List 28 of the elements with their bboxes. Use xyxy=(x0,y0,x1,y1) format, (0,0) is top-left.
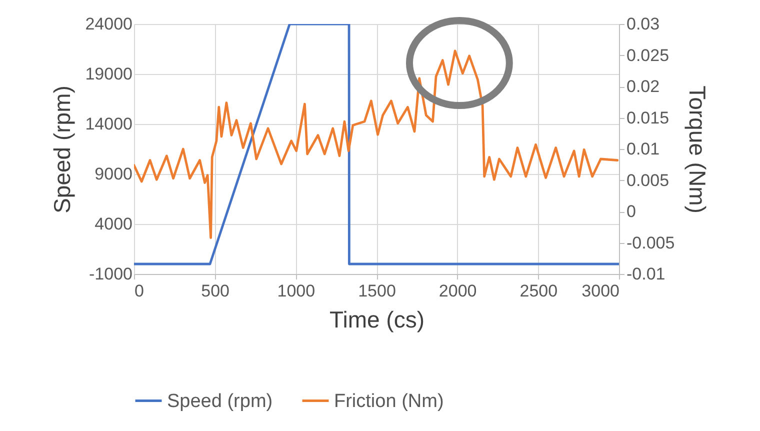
x-tick-label: 1000 xyxy=(277,282,316,300)
y-tick-label: 9000 xyxy=(94,164,132,184)
y2-axis-title: Torque (Nm) xyxy=(684,86,711,214)
x-tick-label: 3000 xyxy=(582,282,620,300)
x-tick-label: 2000 xyxy=(438,282,477,300)
y2-tick-label: 0.015 xyxy=(626,108,670,128)
y-axis-title: Speed (rpm) xyxy=(49,86,76,214)
y-tick-label: 24000 xyxy=(85,14,132,34)
y2-tick-label: 0.02 xyxy=(626,77,660,96)
line-series xyxy=(134,50,619,239)
y-tick-label: 19000 xyxy=(85,64,132,84)
y2-tick-label: 0.01 xyxy=(626,140,660,158)
y2-tick-label: 0.025 xyxy=(626,46,670,65)
y-tick-label: -1000 xyxy=(89,264,132,284)
y2-tick-label: -0.005 xyxy=(626,233,675,252)
x-tick-label: 500 xyxy=(201,282,230,300)
y2-tick-label: 0 xyxy=(626,202,636,221)
x-axis-title: Time (cs) xyxy=(330,306,424,332)
legend-label: Friction (Nm) xyxy=(334,390,444,412)
legend-label: Speed (rpm) xyxy=(167,390,273,412)
y-tick-label: 4000 xyxy=(94,214,132,234)
y2-tick-label: 0.03 xyxy=(626,14,660,34)
x-tick-label: 0 xyxy=(134,282,144,300)
y-tick-label: 14000 xyxy=(85,114,132,134)
x-tick-label: 1500 xyxy=(358,282,396,300)
y2-tick-label: 0.005 xyxy=(626,170,670,190)
x-tick-label: 2500 xyxy=(520,282,558,300)
y2-tick-label: -0.01 xyxy=(626,264,666,284)
